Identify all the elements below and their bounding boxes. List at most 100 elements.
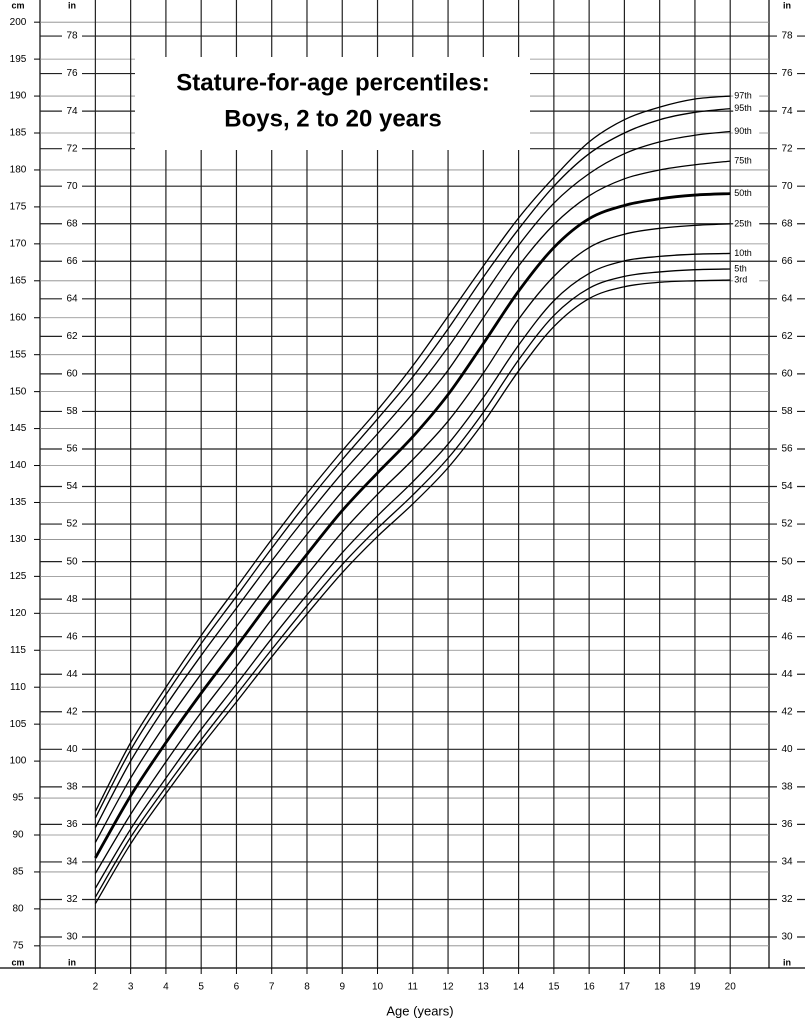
y-unit-label: cm <box>11 0 24 10</box>
y-tick-label: 130 <box>10 534 27 545</box>
tick-label-bg <box>62 555 82 568</box>
y2-tick-label: 68 <box>781 218 793 229</box>
y2-tick-label: 58 <box>66 406 78 417</box>
y-tick-label: 75 <box>12 940 24 951</box>
y2-tick-label: 44 <box>66 669 78 680</box>
curve-label: 95th <box>734 103 752 113</box>
y-tick-label: 180 <box>10 165 27 176</box>
y-tick-label: 165 <box>10 275 27 286</box>
tick-label-bg <box>62 855 82 868</box>
x-tick-label: 17 <box>619 982 631 993</box>
tick-label-bg <box>777 367 797 380</box>
y2-tick-label: 54 <box>781 481 793 492</box>
percentile-curve <box>94 130 731 828</box>
curve-label-bg <box>733 263 760 274</box>
curve-label: 3rd <box>734 274 747 284</box>
y-tick-label: 80 <box>12 904 24 915</box>
y2-tick-label: 56 <box>781 444 793 455</box>
curve-label-bg <box>733 188 760 199</box>
x-tick-label: 9 <box>339 982 345 993</box>
y2-tick-label: 56 <box>66 444 78 455</box>
tick-label-bg <box>62 330 82 343</box>
tick-label-bg <box>777 330 797 343</box>
y2-tick-label: 64 <box>781 293 793 304</box>
tick-label-bg <box>62 292 82 305</box>
tick-label-bg <box>777 105 797 118</box>
grid-layer: 7580859095100105110115120125130135140145… <box>0 0 805 993</box>
curve-label-bg <box>733 126 760 137</box>
x-tick-label: 20 <box>725 982 737 993</box>
y2-tick-label: 34 <box>66 857 78 868</box>
y2-unit-label: in <box>68 0 76 10</box>
x-tick-label: 5 <box>198 982 204 993</box>
y2-tick-label: 76 <box>66 68 78 79</box>
y2-tick-label: 54 <box>66 481 78 492</box>
y2-tick-label: 36 <box>781 819 793 830</box>
y-tick-label: 185 <box>10 128 27 139</box>
tick-label-bg <box>777 743 797 756</box>
x-tick-label: 3 <box>128 982 134 993</box>
y2-unit-label: in <box>783 0 791 10</box>
percentile-curve <box>94 192 731 859</box>
x-tick-label: 18 <box>654 982 666 993</box>
tick-label-bg <box>62 255 82 268</box>
y2-tick-label: 30 <box>781 932 793 943</box>
tick-label-bg <box>62 180 82 193</box>
y2-unit-label: in <box>783 957 791 967</box>
y2-tick-label: 68 <box>66 218 78 229</box>
y2-tick-label: 66 <box>781 256 793 267</box>
y-tick-label: 140 <box>10 460 27 471</box>
tick-label-bg <box>777 405 797 418</box>
y2-tick-label: 40 <box>66 744 78 755</box>
percentile-curve <box>94 95 731 812</box>
x-tick-label: 13 <box>478 982 490 993</box>
tick-label-bg <box>777 442 797 455</box>
x-tick-label: 7 <box>269 982 275 993</box>
y2-tick-label: 42 <box>66 706 78 717</box>
x-tick-label: 8 <box>304 982 310 993</box>
tick-label-bg <box>62 367 82 380</box>
tick-label-bg <box>62 480 82 493</box>
tick-label-bg <box>62 630 82 643</box>
x-tick-label: 14 <box>513 982 525 993</box>
tick-label-bg <box>777 818 797 831</box>
tick-label-bg <box>777 30 797 43</box>
tick-label-bg <box>62 217 82 230</box>
tick-label-bg <box>777 142 797 155</box>
x-tick-label: 11 <box>408 982 419 993</box>
y2-tick-label: 58 <box>781 406 793 417</box>
y-tick-label: 95 <box>12 793 24 804</box>
y2-tick-label: 50 <box>781 556 793 567</box>
curve-label-bg <box>733 156 760 167</box>
y2-tick-label: 48 <box>66 594 78 605</box>
curve-label-bg <box>733 275 760 286</box>
y2-tick-label: 74 <box>66 106 78 117</box>
chart-title: Stature-for-age percentiles: <box>176 69 489 96</box>
y-tick-label: 190 <box>10 91 27 102</box>
y-tick-label: 110 <box>10 682 26 693</box>
y-tick-label: 150 <box>10 386 27 397</box>
percentile-curve <box>94 160 731 843</box>
y-tick-label: 85 <box>12 867 24 878</box>
tick-label-bg <box>62 705 82 718</box>
tick-label-bg <box>777 255 797 268</box>
tick-label-bg <box>62 593 82 606</box>
curve-label: 97th <box>734 90 752 100</box>
x-tick-label: 16 <box>584 982 596 993</box>
percentile-curve <box>94 107 731 819</box>
tick-label-bg <box>62 442 82 455</box>
y2-tick-label: 40 <box>781 744 793 755</box>
tick-label-bg <box>777 292 797 305</box>
y2-tick-label: 76 <box>781 68 793 79</box>
x-tick-label: 4 <box>163 982 169 993</box>
x-tick-label: 15 <box>548 982 560 993</box>
y2-tick-label: 48 <box>781 594 793 605</box>
tick-label-bg <box>777 180 797 193</box>
y2-tick-label: 72 <box>781 143 793 154</box>
percentile-curve <box>94 268 731 898</box>
chart-subtitle: Boys, 2 to 20 years <box>224 105 441 132</box>
tick-label-bg <box>62 518 82 531</box>
percentile-curve <box>94 279 731 905</box>
y2-tick-label: 38 <box>781 782 793 793</box>
